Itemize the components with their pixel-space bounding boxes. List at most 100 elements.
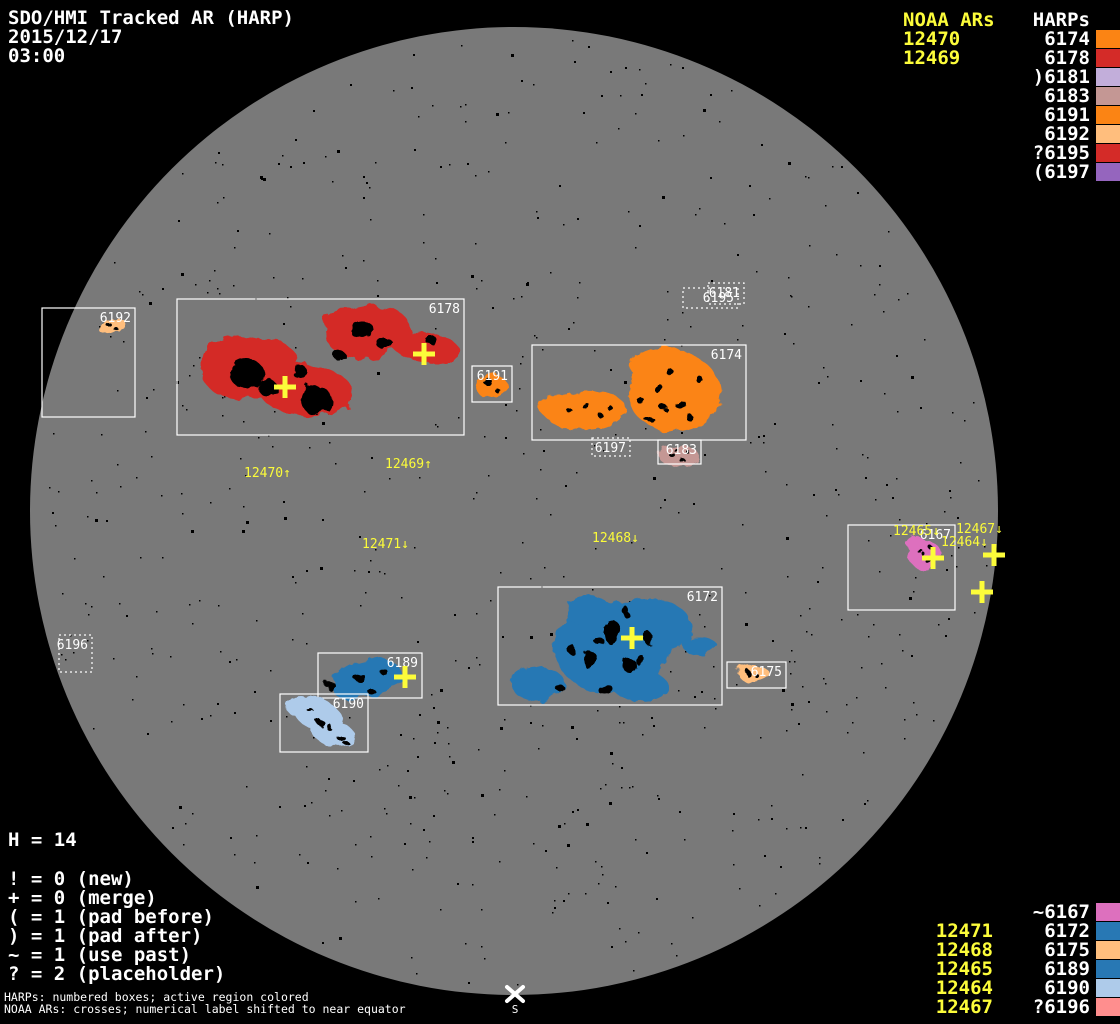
harp-region-6190: 6190 — [279, 693, 369, 753]
blob-ellipse — [738, 666, 770, 682]
legend-color-swatch — [1096, 144, 1120, 162]
harp-box-6196 — [58, 634, 93, 673]
legend-noaa-number: 12470 — [903, 28, 960, 50]
legend-color-swatch — [1096, 941, 1120, 959]
blob-ellipse — [907, 537, 927, 553]
harp-box-6191 — [471, 365, 513, 403]
legend-harp-number: 6174 — [1044, 28, 1090, 50]
sunspot-core — [567, 409, 573, 413]
sunspot-core — [623, 659, 637, 673]
harp-region-6174: 6174 — [531, 344, 747, 441]
sunspot-core — [669, 453, 675, 457]
harp-label-6175: 6175 — [751, 665, 782, 680]
legend-color-swatch — [1096, 922, 1120, 940]
sunspot-core — [327, 725, 333, 731]
sunspot-core — [336, 734, 344, 740]
harp-box-6195 — [682, 287, 739, 309]
legend-harp-number: 6183 — [1044, 85, 1090, 107]
legend-symbol-line: ~ = 1 (use past) — [8, 944, 191, 966]
harp-region-6172: 6172 — [497, 586, 723, 706]
sunspot-core — [686, 450, 690, 454]
blob-ellipse — [99, 316, 125, 336]
legend-color-swatch — [1096, 68, 1120, 86]
harp-label-6189: 6189 — [387, 656, 418, 671]
harp-label-6192: 6192 — [100, 311, 131, 326]
legend-harp-number: ~6167 — [1033, 901, 1090, 923]
sunspot-core — [556, 684, 564, 692]
legend-harp-number: ?6196 — [1033, 996, 1090, 1018]
sunspot-core — [660, 405, 668, 411]
solar-disk — [30, 27, 998, 995]
active-region-blob — [511, 597, 717, 701]
blob-ellipse — [683, 637, 717, 655]
sunspot-core — [326, 682, 336, 690]
sunspot-core — [307, 708, 313, 712]
harp-label-6190: 6190 — [333, 697, 364, 712]
harp-label-6174: 6174 — [711, 348, 742, 363]
symbol-key: ! = 0 (new)+ = 0 (merge)( = 1 (pad befor… — [8, 868, 225, 985]
sunspot-core — [645, 417, 655, 423]
legend-bottom-right-rows: ~6167 12471 6172 12468 6175 12465 6189 12464 619… — [936, 901, 1120, 1018]
sunspot-core — [598, 685, 614, 695]
noaa-cross — [983, 544, 1005, 566]
sunspot-core — [354, 674, 366, 682]
noaa-crosses — [274, 343, 1005, 688]
legend-noaa-number: 12467 — [936, 996, 993, 1018]
harp-label-6196: 6196 — [57, 638, 88, 653]
legend-noaa-number: 12465 — [936, 958, 993, 980]
sunspot-core — [686, 415, 694, 421]
sunspot-core — [655, 386, 665, 394]
legend-harp-number: )6181 — [1033, 66, 1090, 88]
south-x-mark — [505, 985, 525, 1003]
date-label: 2015/12/17 — [8, 26, 122, 48]
legend-harp-number: 6189 — [1044, 958, 1090, 980]
time-label: 03:00 — [8, 45, 65, 67]
blob-ellipse — [285, 696, 317, 716]
active-region-blob — [475, 374, 507, 398]
legend-color-swatch — [1096, 87, 1120, 105]
sunspot-core — [636, 654, 644, 666]
legend-symbol-line: + = 0 (merge) — [8, 887, 157, 909]
footnote-harps: HARPs: numbered boxes; active region col… — [4, 990, 309, 1004]
harp-box-6175 — [726, 661, 787, 689]
sunspot-core — [334, 351, 346, 361]
legend-harp-number: 6190 — [1044, 977, 1090, 999]
noaa-cross — [922, 547, 944, 569]
sunspot-core — [377, 338, 393, 350]
sunspot-core — [366, 687, 374, 693]
blob-ellipse — [612, 671, 668, 701]
harp-region-6181: 6181 — [707, 282, 745, 305]
sunspot-core — [258, 380, 278, 396]
harp-region-6195: 6195 — [682, 287, 739, 309]
sunspot-core — [603, 620, 621, 644]
legend-symbol-line: ( = 1 (pad before) — [8, 906, 214, 928]
sunspot-core — [301, 385, 331, 415]
harp-region-6197: 6197 — [591, 437, 631, 457]
sunspot-core — [483, 379, 493, 385]
sunspot-core — [494, 388, 500, 392]
sunspot-core — [674, 448, 678, 452]
harp-region-6178: 6178 — [176, 298, 465, 436]
sunspot-core — [424, 335, 436, 343]
harp-region-6196: 6196 — [57, 634, 93, 673]
active-region-blob — [738, 666, 770, 682]
harp-box-6190 — [279, 693, 369, 753]
sunspot-core — [114, 327, 118, 331]
noaa-disk-label: 12471↓ — [362, 537, 409, 552]
legend-noaa-number: 12469 — [903, 47, 960, 69]
harp-label-6183: 6183 — [666, 443, 697, 458]
harp-box-6181 — [707, 282, 745, 305]
harp-box-6178 — [176, 298, 465, 436]
legend-color-swatch — [1096, 960, 1120, 978]
noaa-disk-label: 12469↑ — [385, 457, 432, 472]
sunspot-core — [380, 669, 388, 675]
page-title: SDO/HMI Tracked AR (HARP) — [8, 7, 294, 29]
harp-label-6191: 6191 — [477, 369, 508, 384]
sunspot-core — [622, 607, 630, 617]
south-pole-marker: S — [505, 985, 525, 1016]
active-region-blob — [285, 696, 356, 747]
legend-symbol-line: ) = 1 (pad after) — [8, 925, 202, 947]
harp-region-6183: 6183 — [657, 439, 702, 467]
